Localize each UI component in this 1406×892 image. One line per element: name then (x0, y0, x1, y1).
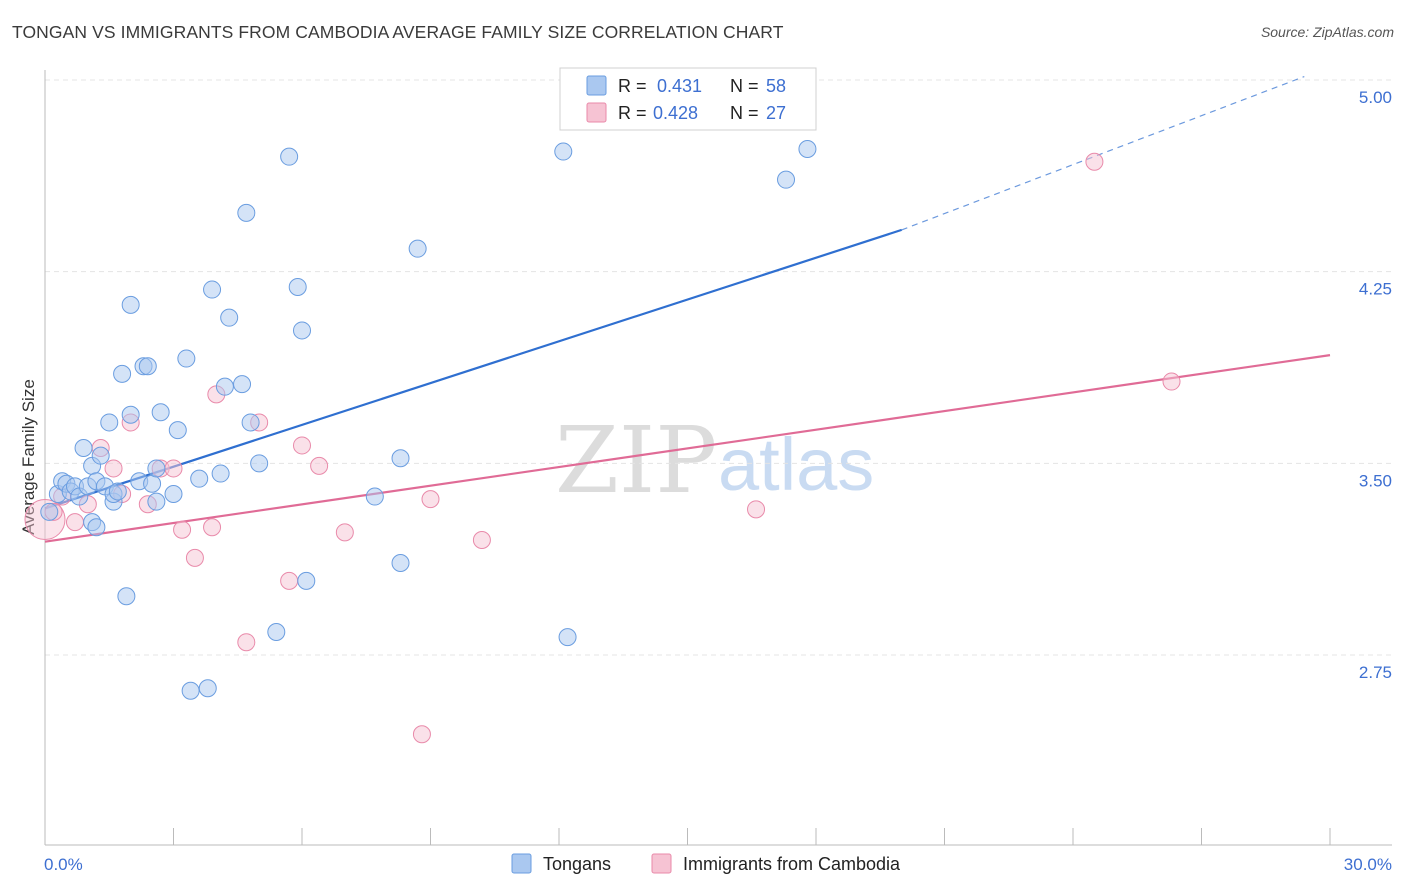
source-label: Source: ZipAtlas.com (1260, 24, 1394, 40)
data-point (220, 308, 239, 327)
data-point (121, 405, 140, 424)
bottom-legend: Tongans Immigrants from Cambodia (511, 853, 901, 874)
data-point (408, 239, 427, 258)
data-point (173, 520, 192, 539)
data-point (215, 377, 234, 396)
data-point (164, 485, 183, 503)
x-tick-label-min: 0.0% (44, 855, 83, 874)
data-point (280, 571, 299, 590)
data-point (798, 140, 817, 158)
y-tick-label: 3.50 (1359, 471, 1392, 490)
x-ticks (44, 828, 1331, 845)
y-tick-label: 5.00 (1359, 88, 1392, 107)
data-point (288, 278, 307, 296)
legend-n-value-0: 58 (766, 76, 786, 96)
data-point (293, 321, 311, 340)
data-point (138, 357, 157, 376)
data-point (185, 548, 204, 567)
legend-box: R = 0.431 N = 58 R = 0.428 N = 27 (559, 67, 817, 131)
legend-r-value-1: 0.428 (653, 103, 698, 123)
trend-line-1 (44, 354, 1331, 543)
data-point (203, 280, 222, 299)
data-point (198, 679, 217, 698)
data-point (143, 474, 162, 493)
data-point (100, 413, 119, 432)
legend-swatch-cambodia (586, 102, 607, 123)
data-point (147, 459, 166, 478)
data-point (412, 725, 431, 744)
data-point (297, 571, 316, 590)
legend-r-label-1: R = (618, 103, 647, 123)
watermark-atlas: atlas (718, 423, 874, 506)
data-point (391, 554, 410, 572)
data-point (121, 295, 140, 314)
legend-swatch-tongans (586, 75, 607, 96)
data-point (177, 349, 196, 368)
data-point (164, 459, 183, 478)
chart-title: TONGAN VS IMMIGRANTS FROM CAMBODIA AVERA… (12, 22, 784, 42)
data-point (1085, 152, 1104, 171)
bottom-legend-cambodia: Immigrants from Cambodia (683, 854, 901, 874)
y-tick-labels: 2.75 3.50 4.25 5.00 (1359, 88, 1392, 682)
data-point (747, 500, 766, 519)
data-point (91, 446, 110, 465)
y-tick-label: 2.75 (1359, 663, 1392, 682)
data-point (293, 436, 311, 455)
data-point (335, 523, 354, 542)
legend-n-value-1: 27 (766, 103, 786, 123)
data-point (558, 628, 577, 647)
legend-r-label-0: R = (618, 76, 647, 96)
data-point (280, 147, 299, 166)
data-point (74, 439, 93, 457)
data-point (65, 513, 84, 532)
data-point (104, 459, 123, 478)
data-point (365, 487, 384, 506)
data-point (391, 449, 410, 468)
data-point (777, 170, 796, 189)
bottom-legend-swatch-tongans (511, 853, 532, 874)
data-point (168, 421, 187, 440)
data-point (147, 492, 166, 511)
data-point (237, 633, 256, 652)
legend-r-value-0: 0.431 (657, 76, 702, 96)
bottom-legend-tongans: Tongans (543, 854, 611, 874)
data-point (250, 454, 269, 473)
trend-lines (44, 75, 1331, 543)
data-point (117, 587, 136, 606)
data-point (181, 681, 200, 700)
y-axis-label: Average Family Size (19, 379, 38, 535)
data-point (1162, 372, 1181, 391)
data-point (151, 403, 170, 422)
legend-n-label-0: N = (730, 76, 759, 96)
data-point (241, 413, 260, 432)
trend-line-0 (44, 228, 903, 510)
gridlines (45, 79, 1392, 656)
watermark-zip: ZIP (555, 407, 717, 514)
legend-n-label-1: N = (730, 103, 759, 123)
data-point (113, 364, 132, 383)
data-point (310, 456, 329, 475)
points-tongans (40, 140, 817, 700)
data-point (554, 142, 573, 161)
data-point (108, 482, 127, 501)
data-point (421, 490, 440, 509)
data-point (190, 469, 209, 488)
data-point (203, 518, 222, 537)
data-point (233, 375, 252, 394)
data-point (267, 623, 286, 641)
axes (44, 70, 1392, 846)
x-tick-label-max: 30.0% (1344, 855, 1392, 874)
bottom-legend-swatch-cambodia (651, 853, 672, 874)
data-point (87, 518, 106, 537)
data-point (237, 203, 256, 222)
y-tick-label: 4.25 (1359, 280, 1392, 299)
data-point (40, 502, 59, 521)
data-point (472, 531, 491, 549)
data-point (211, 464, 230, 483)
trend-line-extension-0 (901, 75, 1305, 231)
